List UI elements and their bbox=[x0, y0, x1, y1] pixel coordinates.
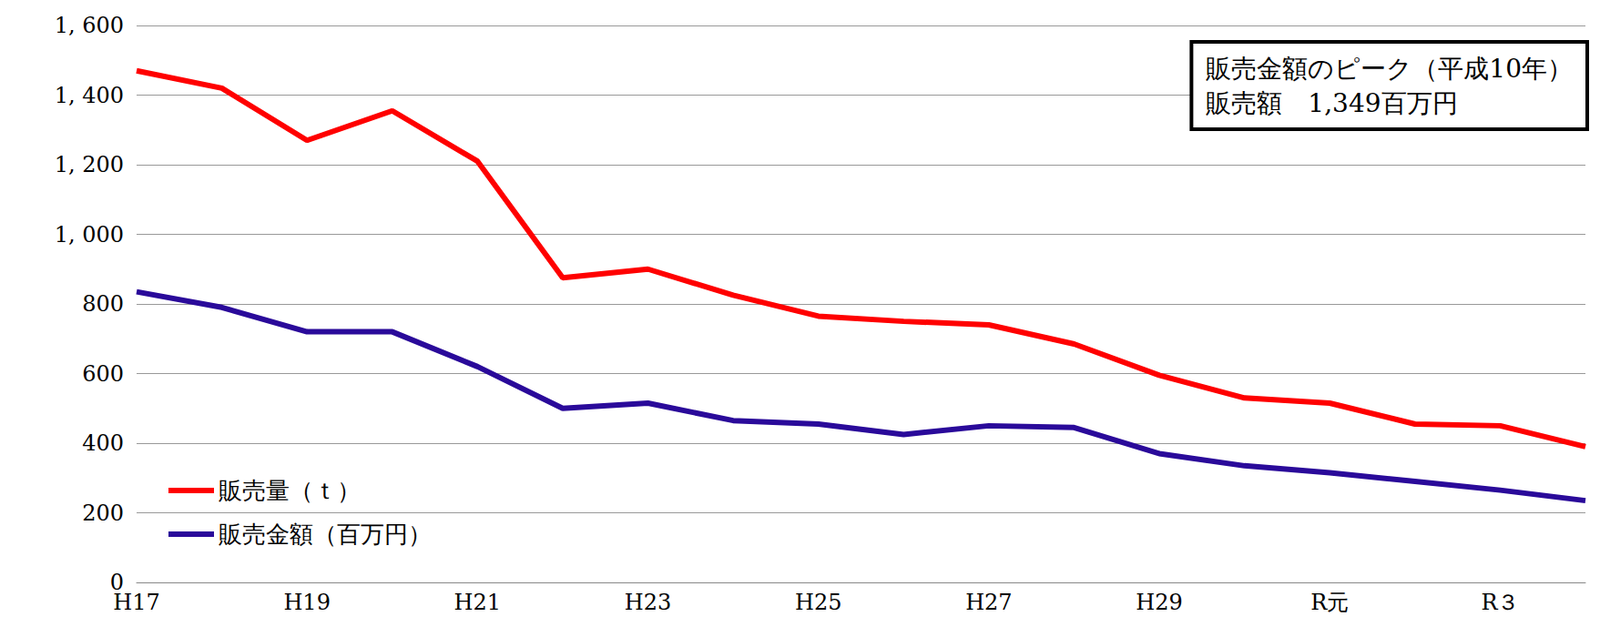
svg-text:販売金額（百万円）: 販売金額（百万円） bbox=[218, 520, 432, 549]
svg-text:1, 400: 1, 400 bbox=[54, 82, 124, 109]
svg-text:0: 0 bbox=[109, 570, 124, 596]
svg-text:H17: H17 bbox=[112, 590, 160, 616]
svg-text:800: 800 bbox=[81, 291, 124, 317]
svg-text:1, 600: 1, 600 bbox=[54, 12, 124, 39]
svg-text:販売額 1,349百万円: 販売額 1,349百万円 bbox=[1205, 88, 1458, 119]
svg-text:1, 200: 1, 200 bbox=[54, 152, 124, 178]
svg-text:H29: H29 bbox=[1135, 590, 1183, 616]
svg-text:H23: H23 bbox=[624, 590, 672, 616]
svg-text:1, 000: 1, 000 bbox=[54, 222, 124, 248]
svg-text:R３: R３ bbox=[1480, 590, 1519, 616]
svg-text:R元: R元 bbox=[1310, 590, 1349, 616]
svg-text:400: 400 bbox=[81, 430, 124, 457]
svg-text:販売量（ｔ）: 販売量（ｔ） bbox=[218, 477, 361, 505]
svg-text:H27: H27 bbox=[965, 590, 1012, 616]
svg-text:600: 600 bbox=[81, 361, 124, 388]
svg-text:販売金額のピーク（平成10年）: 販売金額のピーク（平成10年） bbox=[1205, 53, 1573, 84]
svg-text:200: 200 bbox=[81, 500, 124, 527]
svg-text:H25: H25 bbox=[794, 590, 842, 616]
svg-text:H21: H21 bbox=[454, 590, 501, 616]
svg-text:H19: H19 bbox=[283, 590, 330, 616]
